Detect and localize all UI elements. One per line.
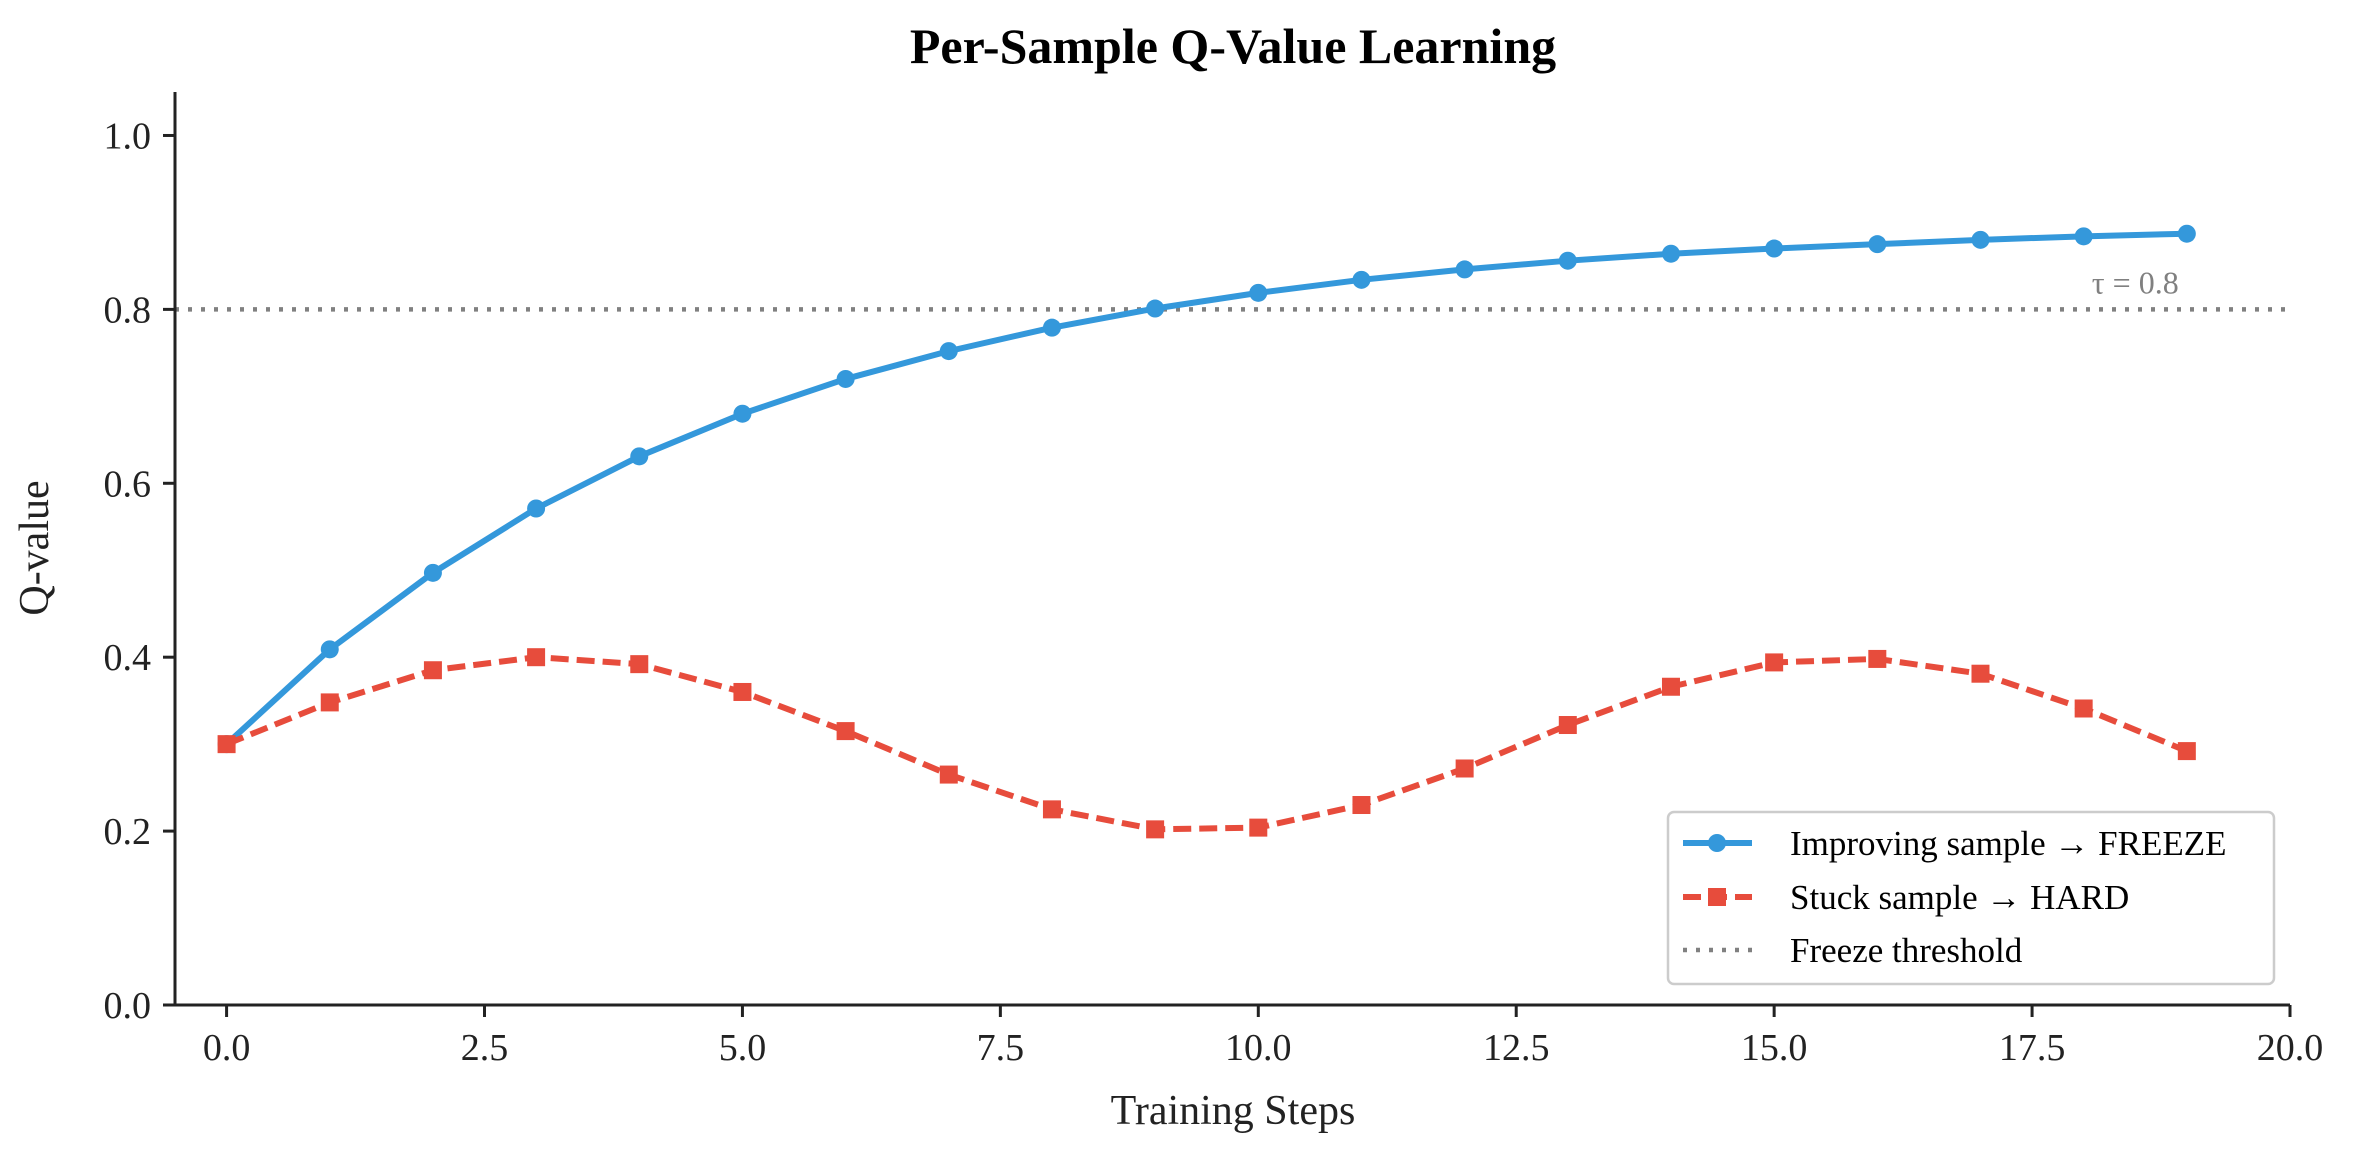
y-tick-label: 0.8 [104, 289, 152, 331]
data-point-improving [1146, 299, 1165, 318]
data-point-improving [1249, 283, 1268, 302]
legend-marker-stuck [1708, 888, 1726, 906]
y-tick-label: 0.4 [104, 637, 152, 679]
data-point-improving [320, 640, 339, 659]
x-tick-label: 10.0 [1225, 1027, 1292, 1069]
legend-box [1666, 810, 2276, 986]
x-tick-label: 17.5 [1999, 1027, 2066, 1069]
data-point-stuck [527, 648, 546, 667]
x-axis-label: Training Steps [1111, 1088, 1356, 1134]
y-ticks: 0.0 0.2 0.4 0.6 0.8 1.0 [104, 115, 175, 1027]
data-point-improving [630, 447, 649, 466]
data-point-stuck [836, 722, 855, 741]
data-point-stuck [1249, 818, 1268, 837]
data-point-stuck [1765, 653, 1784, 672]
data-point-stuck [423, 661, 442, 680]
data-point-improving [939, 342, 958, 361]
y-tick-label: 0.2 [104, 811, 152, 853]
data-point-stuck [2177, 742, 2196, 761]
x-tick-label: 7.5 [977, 1027, 1025, 1069]
legend: Improving sample → FREEZE Stuck sample →… [1666, 810, 2276, 986]
y-tick-label: 1.0 [104, 115, 152, 157]
data-point-improving [1042, 318, 1061, 337]
threshold-layer: τ = 0.8 [175, 264, 2290, 312]
data-point-stuck [630, 655, 649, 674]
data-point-improving [1765, 239, 1784, 258]
x-tick-label: 15.0 [1741, 1027, 1808, 1069]
data-point-improving [1352, 270, 1371, 289]
y-tick-label: 0.0 [104, 985, 152, 1027]
x-tick-label: 2.5 [461, 1027, 509, 1069]
data-point-improving [836, 369, 855, 388]
data-point-improving [1455, 260, 1474, 279]
legend-item-improving: Improving sample → FREEZE [1683, 824, 2226, 863]
data-point-improving [1661, 244, 1680, 263]
data-point-stuck [1352, 796, 1371, 815]
series-line-improving [224, 230, 2187, 747]
x-ticks: 0.0 2.5 5.0 7.5 10.0 12.5 15.0 17.5 20.0 [203, 1005, 2323, 1069]
y-axis-label: Q-value [12, 480, 58, 615]
legend-label-threshold: Freeze threshold [1790, 931, 2023, 970]
y-tick-label: 0.6 [104, 463, 152, 505]
data-point-improving [527, 499, 546, 518]
x-tick-label: 0.0 [203, 1027, 251, 1069]
legend-label-improving: Improving sample → FREEZE [1790, 824, 2226, 863]
data-point-stuck [217, 735, 236, 754]
legend-label-stuck: Stuck sample → HARD [1790, 878, 2129, 917]
x-tick-label: 12.5 [1483, 1027, 1550, 1069]
data-point-stuck [1661, 677, 1680, 696]
legend-item-stuck: Stuck sample → HARD [1683, 878, 2129, 917]
series-layer [217, 224, 2196, 839]
data-point-stuck [2074, 699, 2093, 718]
data-point-stuck [320, 693, 339, 712]
data-point-stuck [1042, 800, 1061, 819]
x-tick-label: 20.0 [2257, 1027, 2324, 1069]
series-line-stuck [225, 654, 2188, 833]
data-point-stuck [1455, 759, 1474, 778]
data-point-stuck [1868, 649, 1887, 668]
legend-marker-improving [1708, 834, 1726, 852]
data-point-stuck [1971, 664, 1990, 683]
threshold-annotation: τ = 0.8 [2092, 264, 2179, 300]
data-point-stuck [1558, 716, 1577, 735]
data-point-improving [1971, 230, 1990, 249]
data-point-stuck [939, 765, 958, 784]
data-point-improving [2074, 227, 2093, 246]
data-point-improving [1558, 251, 1577, 270]
data-point-stuck [733, 682, 752, 701]
x-tick-label: 5.0 [719, 1027, 767, 1069]
axes: 0.0 2.5 5.0 7.5 10.0 12.5 15.0 17.5 20.0 0.00.20… [104, 92, 2323, 1069]
data-point-improving [733, 404, 752, 423]
data-point-stuck [1146, 820, 1165, 839]
chart-title: Per-Sample Q-Value Learning [910, 18, 1556, 74]
legend-item-threshold: Freeze threshold [1683, 931, 2023, 970]
data-point-improving [423, 563, 442, 582]
data-point-improving [1868, 235, 1887, 254]
data-point-improving [2177, 224, 2196, 243]
